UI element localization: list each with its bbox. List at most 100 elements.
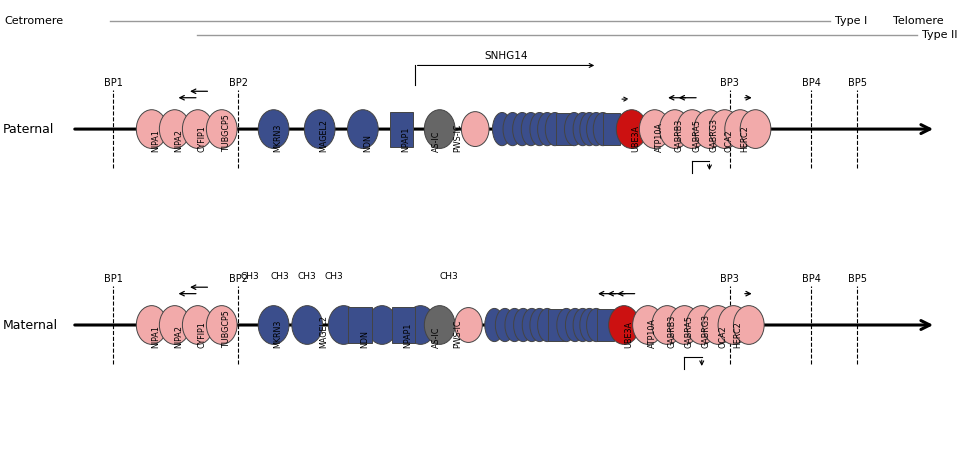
Ellipse shape xyxy=(580,112,599,146)
Text: CYFIP1: CYFIP1 xyxy=(198,321,206,348)
Text: GABRB3: GABRB3 xyxy=(667,315,676,348)
Ellipse shape xyxy=(367,306,397,344)
Text: GABRG3: GABRG3 xyxy=(709,118,718,152)
Ellipse shape xyxy=(424,110,455,148)
Text: PWS-IC: PWS-IC xyxy=(453,319,462,348)
Ellipse shape xyxy=(652,306,683,344)
Ellipse shape xyxy=(609,306,639,344)
Ellipse shape xyxy=(503,112,522,146)
Text: GABRG3: GABRG3 xyxy=(702,314,710,348)
Ellipse shape xyxy=(740,110,771,148)
Text: SNHG14: SNHG14 xyxy=(484,51,528,61)
Ellipse shape xyxy=(258,306,289,344)
FancyBboxPatch shape xyxy=(548,309,565,341)
Text: Cetromere: Cetromere xyxy=(5,16,64,26)
Ellipse shape xyxy=(405,306,436,344)
Ellipse shape xyxy=(564,112,584,146)
Ellipse shape xyxy=(492,112,512,146)
Ellipse shape xyxy=(521,112,540,146)
FancyBboxPatch shape xyxy=(597,309,614,341)
Ellipse shape xyxy=(348,110,378,148)
Text: NIPA2: NIPA2 xyxy=(175,129,183,152)
Text: Type I: Type I xyxy=(835,16,868,26)
Text: snoRNA genes: snoRNA genes xyxy=(494,122,563,131)
Ellipse shape xyxy=(703,306,733,344)
Ellipse shape xyxy=(538,112,557,146)
Text: OCA2: OCA2 xyxy=(718,325,727,348)
Ellipse shape xyxy=(545,112,564,146)
Text: Paternal: Paternal xyxy=(3,123,55,136)
FancyBboxPatch shape xyxy=(390,112,413,147)
Text: CH3: CH3 xyxy=(440,272,459,281)
Ellipse shape xyxy=(573,308,592,342)
Text: GABRB3: GABRB3 xyxy=(675,119,684,152)
Text: CH3: CH3 xyxy=(324,272,344,281)
FancyBboxPatch shape xyxy=(392,307,415,343)
Ellipse shape xyxy=(639,110,670,148)
Ellipse shape xyxy=(587,112,606,146)
Text: OCA2: OCA2 xyxy=(725,130,733,152)
Text: BP2: BP2 xyxy=(228,77,248,88)
Text: CH3: CH3 xyxy=(240,272,259,281)
Text: BP5: BP5 xyxy=(848,77,867,88)
Text: UBE3A: UBE3A xyxy=(632,125,640,152)
Text: BP2: BP2 xyxy=(228,273,248,284)
Text: ATP10A: ATP10A xyxy=(648,318,657,348)
Text: AS-IC: AS-IC xyxy=(432,327,441,348)
Text: MAGEL2: MAGEL2 xyxy=(320,315,328,348)
Ellipse shape xyxy=(573,112,592,146)
Ellipse shape xyxy=(514,308,533,342)
Text: NIPA1: NIPA1 xyxy=(152,325,160,348)
Ellipse shape xyxy=(633,306,663,344)
Ellipse shape xyxy=(159,306,190,344)
Ellipse shape xyxy=(686,306,717,344)
Text: NIPA1: NIPA1 xyxy=(152,129,160,152)
Ellipse shape xyxy=(557,308,576,342)
Text: BP4: BP4 xyxy=(802,273,821,284)
Ellipse shape xyxy=(587,308,606,342)
Text: AS-IC: AS-IC xyxy=(432,131,441,152)
Text: CYFIP1: CYFIP1 xyxy=(198,125,206,152)
Text: TUBGCP5: TUBGCP5 xyxy=(222,310,230,348)
Ellipse shape xyxy=(136,110,167,148)
Ellipse shape xyxy=(565,308,585,342)
Ellipse shape xyxy=(424,306,455,344)
Ellipse shape xyxy=(455,307,482,343)
Ellipse shape xyxy=(182,306,213,344)
Text: BP3: BP3 xyxy=(720,273,739,284)
Text: BP5: BP5 xyxy=(848,273,867,284)
Ellipse shape xyxy=(182,110,213,148)
FancyBboxPatch shape xyxy=(556,113,573,145)
Ellipse shape xyxy=(328,306,359,344)
Text: NIPA2: NIPA2 xyxy=(175,325,183,348)
Text: Type II: Type II xyxy=(922,30,957,40)
Ellipse shape xyxy=(159,110,190,148)
Ellipse shape xyxy=(258,110,289,148)
Ellipse shape xyxy=(660,110,690,148)
Text: NPAP1: NPAP1 xyxy=(403,323,412,348)
Ellipse shape xyxy=(616,110,647,148)
Text: GABRA5: GABRA5 xyxy=(692,119,701,152)
Text: NDN: NDN xyxy=(360,330,369,348)
Text: MKRN3: MKRN3 xyxy=(274,124,282,152)
Ellipse shape xyxy=(495,308,515,342)
Text: CH3: CH3 xyxy=(271,272,290,281)
Ellipse shape xyxy=(522,308,541,342)
Text: BP4: BP4 xyxy=(802,77,821,88)
Text: NPAP1: NPAP1 xyxy=(401,127,410,152)
Text: CH3: CH3 xyxy=(298,272,317,281)
Text: ATP10A: ATP10A xyxy=(655,122,663,152)
Text: MAGEL2: MAGEL2 xyxy=(320,119,328,152)
Text: MKRN3: MKRN3 xyxy=(274,319,282,348)
Ellipse shape xyxy=(593,112,612,146)
Ellipse shape xyxy=(718,306,749,344)
Ellipse shape xyxy=(292,306,323,344)
Ellipse shape xyxy=(580,308,599,342)
Ellipse shape xyxy=(694,110,725,148)
FancyBboxPatch shape xyxy=(603,113,620,145)
Ellipse shape xyxy=(709,110,740,148)
Ellipse shape xyxy=(485,308,504,342)
Ellipse shape xyxy=(462,112,489,147)
Ellipse shape xyxy=(513,112,532,146)
Text: BP1: BP1 xyxy=(104,77,123,88)
